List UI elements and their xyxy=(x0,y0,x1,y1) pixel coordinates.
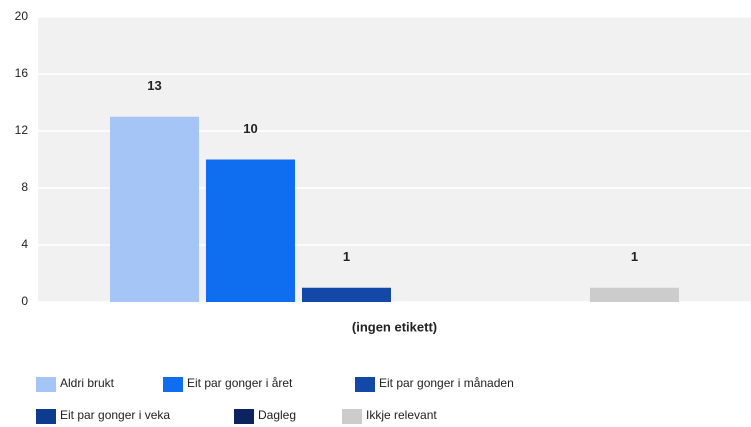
legend-swatch xyxy=(234,409,254,424)
x-tick-label: (ingen etikett) xyxy=(352,319,437,334)
y-tick-label: 4 xyxy=(21,237,28,251)
legend-label: Aldri brukt xyxy=(60,376,115,390)
legend-label: Eit par gonger i året xyxy=(187,376,293,390)
legend-label: Eit par gonger i veka xyxy=(60,408,170,422)
y-tick-label: 0 xyxy=(21,294,28,308)
legend-label: Dagleg xyxy=(258,408,296,422)
legend-swatch xyxy=(36,377,56,392)
legend-swatch xyxy=(355,377,375,392)
legend-swatch xyxy=(36,409,56,424)
bar xyxy=(206,159,295,302)
data-label: 1 xyxy=(343,249,350,264)
bar xyxy=(110,116,199,302)
y-tick-label: 16 xyxy=(15,66,29,80)
legend-label: Ikkje relevant xyxy=(366,408,437,422)
y-tick-label: 12 xyxy=(15,123,29,137)
bar xyxy=(302,287,391,302)
legend-label: Eit par gonger i månaden xyxy=(379,376,514,390)
legend-swatch xyxy=(342,409,362,424)
y-tick-label: 20 xyxy=(15,9,29,23)
legend-swatch xyxy=(163,377,183,392)
y-tick-label: 8 xyxy=(21,180,28,194)
data-label: 13 xyxy=(147,78,161,93)
data-label: 10 xyxy=(243,121,257,136)
data-label: 1 xyxy=(631,249,638,264)
bar xyxy=(590,287,679,302)
